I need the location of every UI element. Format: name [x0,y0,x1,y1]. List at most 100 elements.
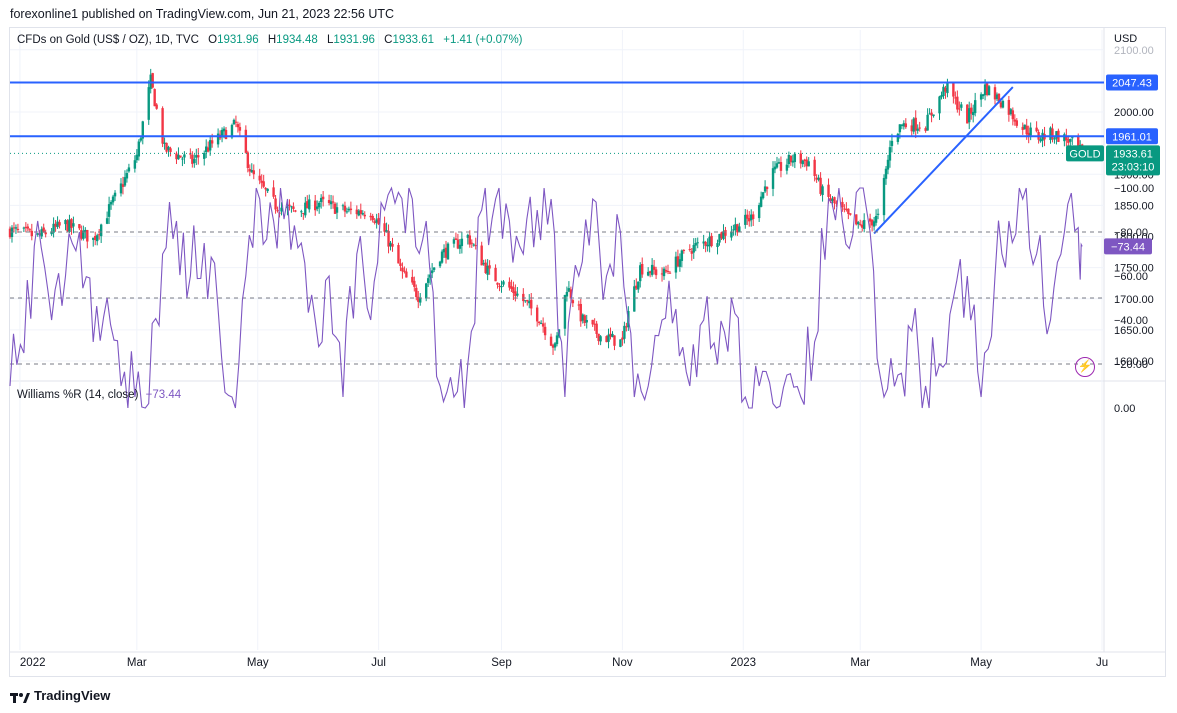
candle-body [579,303,582,322]
gold-label-bg [1066,145,1104,162]
footer-brand[interactable]: TradingView [10,688,110,703]
candle-body [565,291,569,297]
lightning-icon[interactable]: ⚡ [1075,357,1095,377]
candle-body [650,264,654,275]
candle-body [151,73,154,88]
candle-body [1071,137,1074,139]
candle-body [84,229,87,232]
candle-body [882,177,886,216]
candle-body [181,158,184,160]
candle-body [319,197,323,203]
candle-body [446,243,450,260]
candle-body [12,227,16,229]
candle-body [472,244,475,246]
candle-body [183,154,186,158]
candle-body [452,239,456,244]
price-tick-label: 2100.00 [1114,45,1154,57]
candle-body [773,166,777,170]
candle-body [765,186,769,190]
open-label: O [208,34,218,46]
candle-body [147,87,150,120]
candle-body [652,266,656,270]
candle-body [567,288,571,292]
candle-body [710,235,713,247]
close-label: C [384,34,393,46]
candle-body [752,214,755,219]
candle-body [92,237,95,240]
candle-body [1039,139,1042,142]
candle-body [430,270,434,274]
candle-body [918,127,921,129]
time-tick-label: Ju [1096,657,1108,669]
candle-body [28,229,32,231]
candle-body [426,278,430,283]
candle-body [300,211,303,213]
candle-body [206,147,210,152]
candle-body [563,294,567,329]
candle-body [121,184,125,187]
candle-body [454,238,458,240]
candle-body [399,263,402,266]
candle-body [829,197,832,202]
candle-body [530,299,533,309]
wr-tick-label: −40.00 [1114,315,1148,327]
candle-body [252,170,255,175]
candle-body [482,263,485,265]
price-tick-label: 1600.00 [1114,356,1154,368]
candle-body [119,183,123,194]
candle-body [191,154,194,164]
candle-body [52,223,55,233]
candle-body [82,230,85,239]
indicator-name: Williams %R (14, close) [17,389,139,401]
candle-body [551,345,555,348]
level-lower-tag-bg [1106,128,1158,145]
candle-body [928,113,931,115]
candle-body [660,273,664,275]
candle-body [244,129,248,153]
low-value: 1931.96 [333,34,375,46]
candle-body [111,196,115,203]
candle-body [349,208,353,211]
candle-body [910,125,913,132]
candle-body [458,244,462,249]
trendline [873,86,1014,235]
candle-body [968,108,971,123]
candle-body [22,227,26,229]
candle-body [141,121,144,139]
candle-body [971,111,975,116]
candle-body [125,173,129,179]
candle-body [944,87,947,92]
candle-body [571,300,575,304]
candle-body [373,221,376,224]
candle-body [264,187,267,190]
time-tick-label: 2023 [731,657,757,669]
candle-body [884,168,888,179]
candle-body [718,234,721,243]
candle-body [585,320,588,323]
candle-body [924,128,927,131]
candle-body [522,293,525,302]
candle-body [553,343,557,348]
candle-body [748,218,751,222]
candle-body [428,274,432,278]
candle-body [306,201,309,209]
level-lower-tag: 1961.01 [1112,131,1152,143]
candle-body [926,114,929,131]
candle-body [621,337,624,340]
candle-body [1035,127,1038,132]
candle-body [716,243,719,248]
candle-body [666,270,670,272]
candle-body [954,97,957,99]
candle-body [1023,124,1026,129]
candle-body [898,124,902,133]
candle-body [343,205,347,212]
candle-body [70,219,73,228]
candle-body [605,336,608,343]
candle-body [97,234,101,236]
candle-body [639,265,642,282]
candle-body [1069,139,1072,142]
candle-body [222,128,226,132]
candle-body [442,248,446,253]
